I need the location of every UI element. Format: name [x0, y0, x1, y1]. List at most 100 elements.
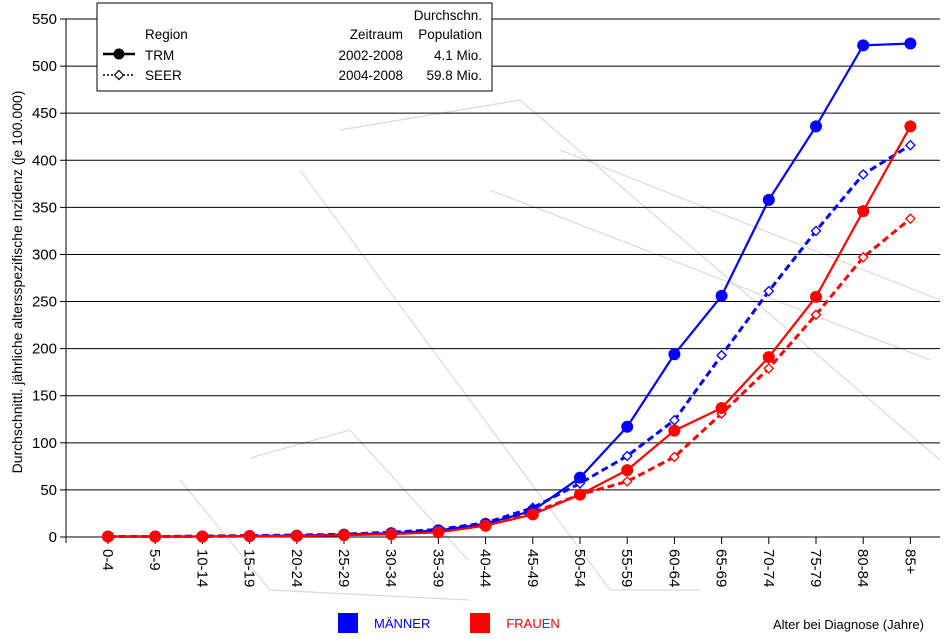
x-tick-label: 0-4 — [99, 549, 116, 571]
x-tick-label: 25-29 — [335, 549, 352, 587]
data-point — [857, 168, 869, 180]
legend-label-maenner: MÄNNER — [374, 615, 431, 631]
data-point — [149, 530, 162, 543]
data-point — [763, 285, 775, 297]
data-point — [716, 349, 728, 361]
data-point — [762, 351, 775, 364]
data-point — [621, 476, 633, 487]
legend-row-population: 59.8 Mio. — [426, 68, 482, 83]
data-point — [290, 530, 303, 543]
x-axis: 0-4 5-9 10-14 15-19 20-24 25-29 30-34 35-39 40-4… — [99, 537, 918, 587]
data-point — [904, 37, 917, 50]
legend-header-period: Zeitraum — [350, 27, 403, 42]
x-tick-label: 65-69 — [713, 549, 730, 587]
data-point — [574, 471, 586, 484]
data-point — [621, 420, 634, 433]
legend-marker-diamond — [113, 69, 125, 81]
legend-marker-circle — [113, 48, 125, 60]
legend-header-region: Region — [145, 27, 188, 42]
y-tick-label: 250 — [32, 294, 57, 311]
y-tick-label: 300 — [32, 246, 57, 263]
y-axis: 0 50 100 150 200 250 300 350 400 450 500 550 — [32, 11, 67, 546]
data-point — [715, 289, 728, 302]
data-point — [102, 530, 114, 543]
data-point — [196, 530, 209, 543]
legend-row-region: SEER — [145, 68, 182, 83]
y-tick-label: 400 — [32, 152, 57, 169]
y-tick-label: 50 — [40, 482, 57, 499]
series-line — [108, 42, 911, 538]
legend-swatch-maenner — [338, 613, 358, 633]
y-tick-label: 200 — [32, 341, 57, 358]
legend-frame — [96, 2, 493, 92]
x-tick-label: 20-24 — [288, 549, 305, 587]
data-point — [385, 528, 398, 541]
watermark-stroke — [179, 479, 471, 601]
x-axis-label: Alter bei Diagnose (Jahre) — [772, 617, 924, 632]
x-tick-label: 85+ — [901, 549, 918, 575]
watermark — [179, 99, 941, 601]
data-point — [857, 39, 870, 52]
x-tick-label: 60-64 — [665, 549, 682, 587]
x-tick-label: 35-39 — [429, 549, 446, 587]
y-tick-label: 150 — [32, 388, 57, 405]
x-tick-label: 15-19 — [241, 549, 258, 587]
data-point — [904, 213, 916, 225]
data-point — [904, 120, 917, 133]
sex-legend: MÄNNER FRAUEN — [338, 613, 600, 633]
watermark-stroke — [559, 149, 941, 301]
data-point — [810, 290, 822, 303]
data-point — [810, 309, 822, 321]
legend-row-region: TRM — [145, 48, 174, 63]
x-tick-label: 45-49 — [524, 549, 541, 587]
data-point — [621, 464, 634, 477]
data-point — [338, 529, 350, 542]
series-seer-frauen — [102, 213, 916, 542]
y-tick-label: 450 — [32, 105, 57, 122]
x-tick-label: 70-74 — [760, 549, 777, 587]
x-tick-label: 75-79 — [807, 549, 824, 587]
data-point — [668, 348, 681, 361]
data-point — [857, 251, 869, 263]
legend-header-population-2: Population — [418, 27, 482, 42]
y-tick-label: 550 — [32, 11, 57, 28]
data-point — [574, 488, 586, 501]
series-group — [102, 37, 917, 543]
data-point — [715, 401, 728, 414]
legend-header-population-1: Durchschn. — [414, 8, 482, 23]
series-line — [108, 125, 912, 538]
data-point — [763, 362, 775, 374]
watermark-stroke — [299, 169, 700, 591]
x-tick-label: 10-14 — [193, 549, 210, 587]
data-point — [432, 526, 445, 539]
x-tick-label: 50-54 — [571, 549, 588, 587]
x-tick-label: 40-44 — [477, 549, 494, 587]
y-axis-label: Durchschnittl. jährliche altersspezifisc… — [9, 91, 25, 474]
legend-item-maenner: MÄNNER — [338, 613, 430, 633]
data-point — [904, 139, 916, 151]
series-trm-frauen — [102, 120, 917, 543]
data-point — [762, 193, 775, 206]
data-point — [668, 424, 681, 437]
y-tick-label: 0 — [49, 529, 57, 546]
watermark-stroke — [339, 99, 941, 461]
data-point — [621, 450, 633, 462]
series-line — [108, 143, 912, 539]
data-point — [243, 530, 256, 543]
y-tick-label: 100 — [32, 435, 57, 452]
x-tick-label: 30-34 — [382, 549, 399, 587]
legend: Durchschn. Region Zeitraum Population TRM 200… — [96, 2, 493, 92]
watermark-stroke — [489, 189, 931, 361]
series-seer-maenner — [102, 139, 916, 542]
legend-item-frauen: FRAUEN — [470, 613, 560, 633]
gridlines — [66, 18, 940, 538]
legend-swatch-frauen — [470, 613, 491, 633]
watermark-stroke — [249, 429, 469, 561]
x-tick-label: 5-9 — [146, 549, 163, 571]
legend-row-period: 2002-2008 — [338, 48, 403, 63]
data-point — [810, 225, 822, 237]
data-point — [526, 508, 539, 521]
data-point — [857, 205, 870, 218]
legend-label-frauen: FRAUEN — [506, 615, 560, 631]
